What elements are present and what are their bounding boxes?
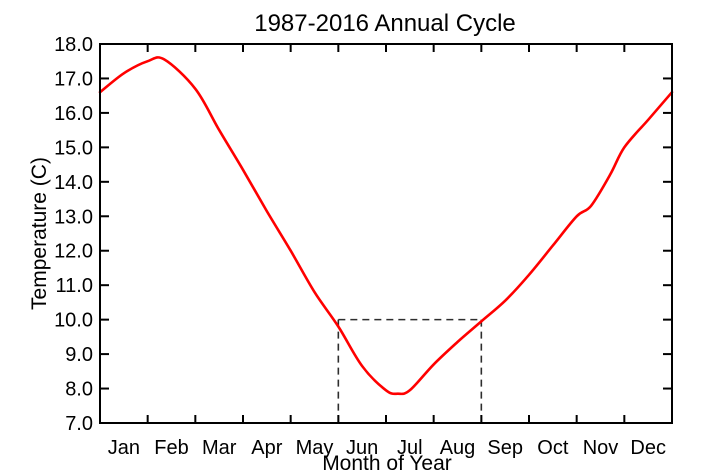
dashed-annotation-box xyxy=(337,318,483,423)
y-tick-label: 13.0 xyxy=(54,206,93,228)
x-tick-label: Aug xyxy=(440,437,476,459)
x-tick-label: Dec xyxy=(630,437,666,459)
temperature-curve xyxy=(98,56,674,396)
x-tick-label: Nov xyxy=(583,437,619,459)
y-tick-label: 8.0 xyxy=(65,379,93,401)
plot-frame xyxy=(99,43,673,424)
x-axis-label: Month of Year xyxy=(322,452,452,473)
x-tick-label: Jan xyxy=(108,437,140,459)
y-axis-label: Temperature (C) xyxy=(28,157,51,310)
chart-title: 1987-2016 Annual Cycle xyxy=(254,10,516,37)
x-tick-label: Sep xyxy=(487,437,523,459)
y-tick-label: 16.0 xyxy=(54,103,93,125)
y-tick-label: 11.0 xyxy=(56,275,93,297)
x-tick-label: May xyxy=(296,437,334,459)
y-tick-label: 7.0 xyxy=(65,413,93,435)
x-tick-label: Jul xyxy=(397,437,423,459)
series-layer xyxy=(98,56,674,396)
x-tick-label: Mar xyxy=(202,437,237,459)
x-tick-label: Oct xyxy=(537,437,569,459)
y-tick-label: 12.0 xyxy=(54,241,93,263)
tick-label-layer: Jan Feb Mar Apr May Jun Jul Aug Sep Oct Nov Dec 18.0… xyxy=(54,34,666,459)
axis-layer xyxy=(99,43,673,424)
x-tick-label: Apr xyxy=(251,437,282,459)
x-tick-label: Feb xyxy=(154,437,188,459)
y-tick-label: 10.0 xyxy=(54,310,93,332)
y-tick-label: 9.0 xyxy=(65,344,93,366)
y-tick-label: 14.0 xyxy=(54,172,93,194)
x-tick-label: Jun xyxy=(346,437,378,459)
y-tick-label: 17.0 xyxy=(54,68,93,90)
y-tick-label: 15.0 xyxy=(54,137,93,159)
y-tick-label: 18.0 xyxy=(54,34,93,56)
